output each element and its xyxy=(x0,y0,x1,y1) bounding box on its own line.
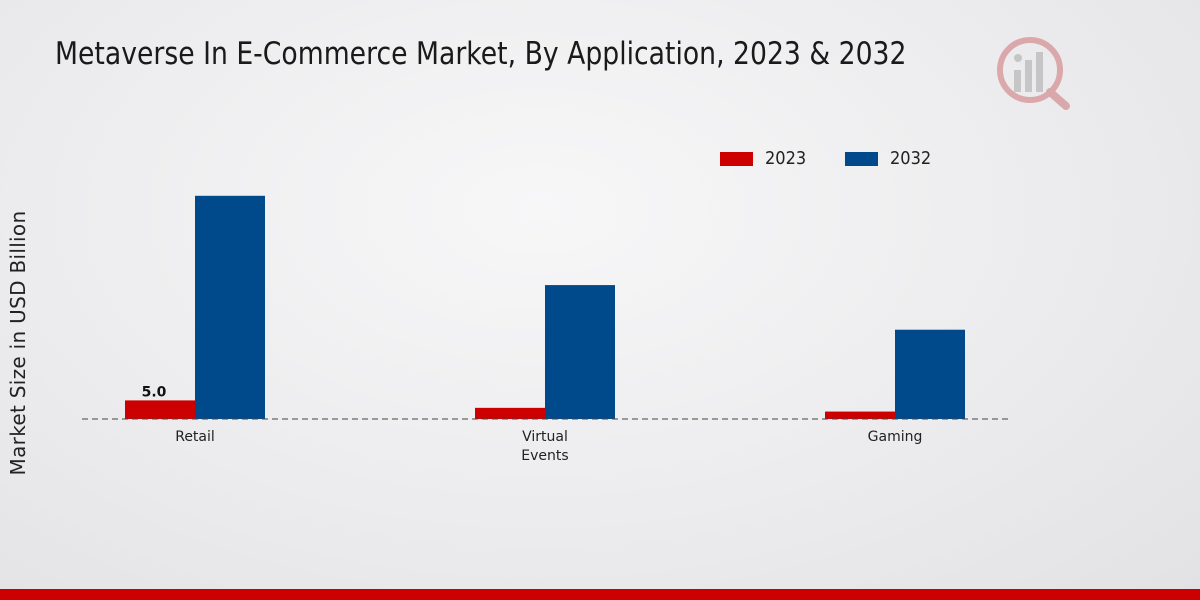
legend: 2023 2032 xyxy=(720,148,970,169)
chart-title: Metaverse In E-Commerce Market, By Appli… xyxy=(55,36,907,72)
legend-swatch-2032 xyxy=(844,151,878,166)
x-tick-label-retail: Retail xyxy=(175,429,215,445)
bar-2023-retail xyxy=(125,400,195,419)
brand-logo-icon xyxy=(997,37,1070,110)
bottom-accent-bar xyxy=(0,589,1200,600)
legend-swatch-2023 xyxy=(720,151,753,166)
bar-2032-gaming xyxy=(895,329,965,419)
legend-label-2032: 2032 xyxy=(889,148,932,169)
bar-2023-gaming xyxy=(825,411,895,419)
x-tick-label-virtual-events: Virtual Events xyxy=(521,429,568,464)
bar-2032-retail xyxy=(195,195,265,419)
data-label-2023-retail: 5.0 xyxy=(142,384,167,400)
legend-label-2023: 2023 xyxy=(765,148,807,169)
legend-item-2023: 2023 xyxy=(720,148,811,169)
x-tick-label-gaming: Gaming xyxy=(868,429,923,445)
bar-2023-virtual-events xyxy=(475,407,545,419)
legend-item-2032: 2032 xyxy=(844,148,936,169)
bar-2032-virtual-events xyxy=(545,285,615,419)
